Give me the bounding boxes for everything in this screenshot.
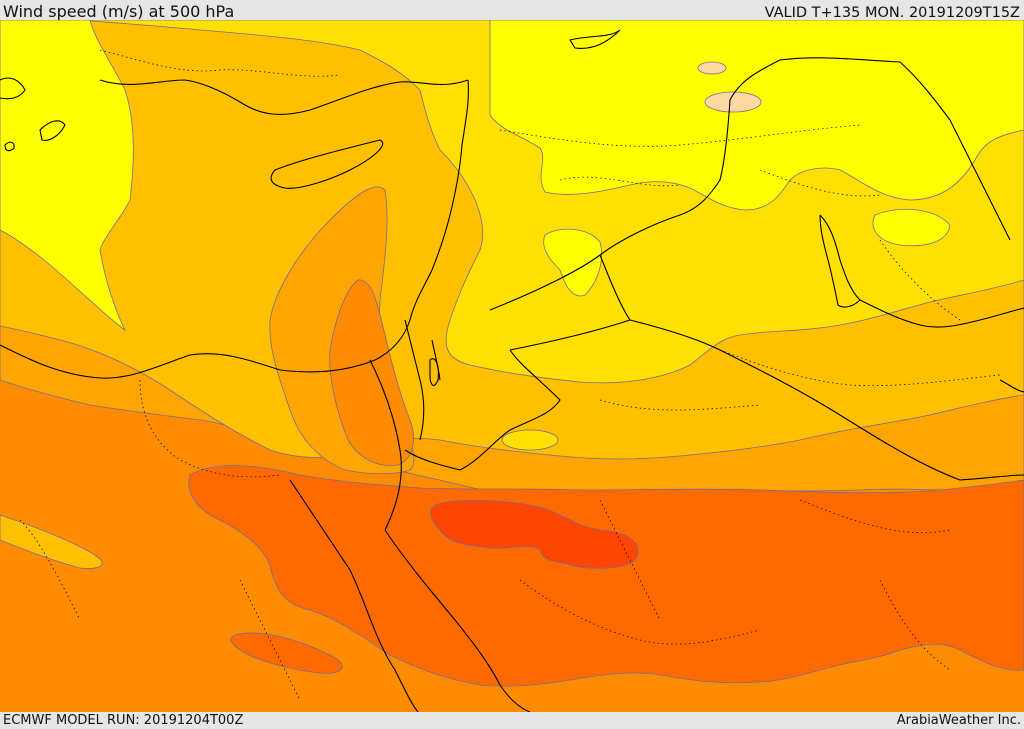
core-red-orange <box>430 500 639 569</box>
blob-yellow-iran <box>872 208 951 247</box>
blob-orange-dark-sw <box>230 632 343 674</box>
blob-pale-sw <box>0 514 103 569</box>
blob-yellow-jordan <box>543 228 602 297</box>
band-orange-dark-south <box>188 465 1024 687</box>
footer-bar: ECMWF MODEL RUN: 20191204T00Z ArabiaWeat… <box>0 712 1024 729</box>
valid-time-label: VALID T+135 MON. 20191209T15Z <box>764 5 1020 21</box>
map-title: Wind speed (m/s) at 500 hPa <box>3 2 235 21</box>
band-yellow-bright-west <box>0 20 134 332</box>
header-bar: Wind speed (m/s) at 500 hPa VALID T+135 … <box>0 0 1024 20</box>
admin-boundaries <box>19 49 1001 701</box>
blob-peach-north-small <box>697 61 727 75</box>
model-run-label: ECMWF MODEL RUN: 20191204T00Z <box>3 713 244 728</box>
credit-label: ArabiaWeather Inc. <box>896 713 1021 728</box>
band-yellow-bright-north <box>489 20 1024 211</box>
wind-speed-map[interactable] <box>0 20 1024 712</box>
map-canvas <box>0 20 1024 712</box>
coastlines-borders <box>0 29 1024 712</box>
blob-peach-north <box>704 91 762 113</box>
blob-pale-center <box>501 429 559 451</box>
tongue-orange-dark-sinai <box>329 279 414 467</box>
